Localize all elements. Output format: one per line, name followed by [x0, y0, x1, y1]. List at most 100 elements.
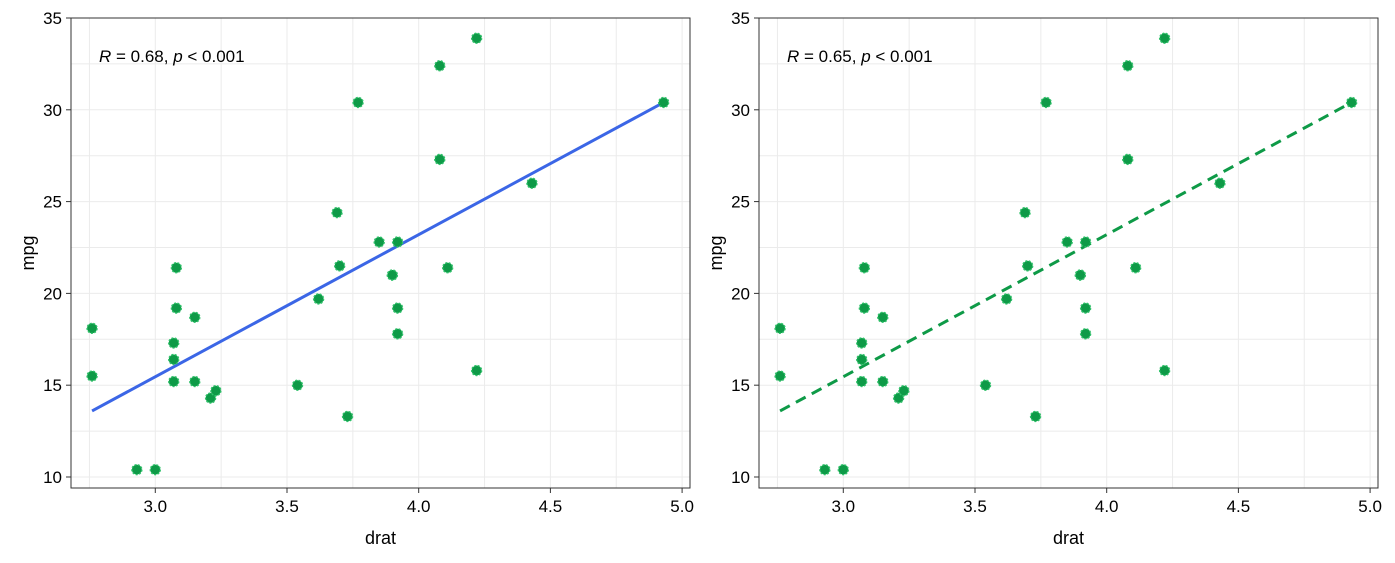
y-tick-label: 25 — [43, 193, 62, 212]
data-points — [86, 32, 670, 476]
x-tick-label: 4.0 — [1095, 497, 1119, 516]
data-point — [1122, 153, 1134, 166]
x-tick-label: 3.5 — [275, 497, 299, 516]
data-point — [819, 463, 831, 476]
x-tick-label: 4.0 — [407, 497, 431, 516]
data-point — [1061, 236, 1073, 248]
data-point — [1074, 269, 1087, 281]
data-point — [1129, 261, 1142, 274]
y-tick-label: 20 — [43, 284, 62, 303]
data-point — [1019, 206, 1031, 219]
regression-line — [779, 101, 1353, 413]
data-point — [170, 261, 183, 274]
data-point — [441, 261, 454, 274]
annotation-value: < 0.001 — [183, 47, 245, 66]
y-tick-label: 20 — [731, 284, 750, 303]
y-tick-label: 35 — [43, 9, 62, 28]
annotation-symbol: R — [787, 47, 799, 66]
data-point — [1079, 302, 1092, 314]
data-point — [204, 392, 217, 404]
x-tick-label: 4.5 — [1227, 497, 1251, 516]
y-tick-label: 30 — [731, 101, 750, 120]
data-point — [856, 353, 868, 366]
data-point — [1040, 96, 1052, 109]
data-point — [168, 337, 180, 349]
x-tick-label: 3.0 — [831, 497, 855, 516]
data-point — [391, 328, 404, 340]
annotation-symbol: p — [860, 47, 870, 66]
plot-area — [759, 18, 1378, 488]
data-point — [1345, 96, 1358, 109]
plot-area — [71, 18, 690, 488]
data-point — [333, 260, 346, 272]
data-point — [1079, 236, 1092, 248]
correlation-annotation: R = 0.68, p < 0.001 — [99, 47, 245, 66]
data-point — [1079, 328, 1092, 340]
data-point — [1158, 364, 1171, 377]
data-point — [170, 302, 183, 314]
x-tick-label: 5.0 — [1358, 497, 1382, 516]
data-point — [1214, 177, 1226, 189]
data-point — [837, 463, 849, 476]
x-axis-title: drat — [365, 528, 396, 548]
data-point — [858, 261, 871, 274]
data-point — [189, 375, 201, 388]
y-axis-title: mpg — [706, 235, 726, 270]
data-point — [352, 96, 364, 109]
y-tick-label: 10 — [731, 468, 750, 487]
data-point — [877, 375, 889, 388]
data-point — [434, 60, 446, 72]
data-point — [470, 364, 483, 377]
annotation-value: = 0.65, — [799, 47, 861, 66]
data-point — [373, 236, 385, 248]
y-tick-label: 30 — [43, 101, 62, 120]
data-point — [341, 410, 354, 423]
plot-border — [70, 17, 691, 489]
data-point — [979, 379, 992, 391]
x-tick-label: 4.5 — [539, 497, 563, 516]
x-axis-title: drat — [1053, 528, 1084, 548]
correlation-annotation: R = 0.65, p < 0.001 — [787, 47, 933, 66]
data-point — [856, 337, 868, 349]
data-point — [391, 302, 404, 314]
data-point — [131, 463, 143, 476]
data-point — [168, 375, 180, 388]
data-point — [86, 370, 98, 382]
data-point — [1021, 260, 1034, 272]
data-point — [892, 392, 905, 404]
grid-lines — [759, 17, 1378, 488]
y-tick-label: 10 — [43, 468, 62, 487]
data-point — [774, 370, 786, 382]
data-point — [210, 384, 222, 397]
data-point — [312, 293, 325, 305]
annotation-value: < 0.001 — [871, 47, 933, 66]
chart-panel-2: 3.0 3.5 4.0 4.5 5.0 10 15 20 25 30 35 drat mpg R = 0.… — [706, 9, 1382, 548]
data-point — [898, 384, 910, 397]
y-tick-label: 25 — [731, 193, 750, 212]
y-axis-title: mpg — [18, 235, 38, 270]
data-point — [1158, 32, 1171, 44]
data-point — [526, 177, 538, 189]
data-point — [1000, 293, 1013, 305]
x-tick-label: 3.0 — [143, 497, 167, 516]
data-point — [386, 269, 399, 281]
data-point — [291, 379, 304, 391]
annotation-symbol: R — [99, 47, 111, 66]
data-point — [1122, 60, 1134, 72]
data-point — [858, 302, 871, 314]
y-tick-label: 35 — [731, 9, 750, 28]
data-point — [149, 463, 161, 476]
data-point — [331, 206, 343, 219]
regression-line — [91, 101, 665, 413]
data-point — [189, 311, 201, 323]
data-point — [1029, 410, 1042, 423]
data-point — [434, 153, 446, 166]
chart-panel-1: 3.0 3.5 4.0 4.5 5.0 10 15 20 25 30 35 drat mpg R = 0.… — [18, 9, 694, 548]
data-point — [470, 32, 483, 44]
y-tick-label: 15 — [43, 376, 62, 395]
x-tick-label: 5.0 — [670, 497, 694, 516]
data-point — [774, 322, 786, 334]
data-point — [877, 311, 889, 323]
data-point — [391, 236, 404, 248]
